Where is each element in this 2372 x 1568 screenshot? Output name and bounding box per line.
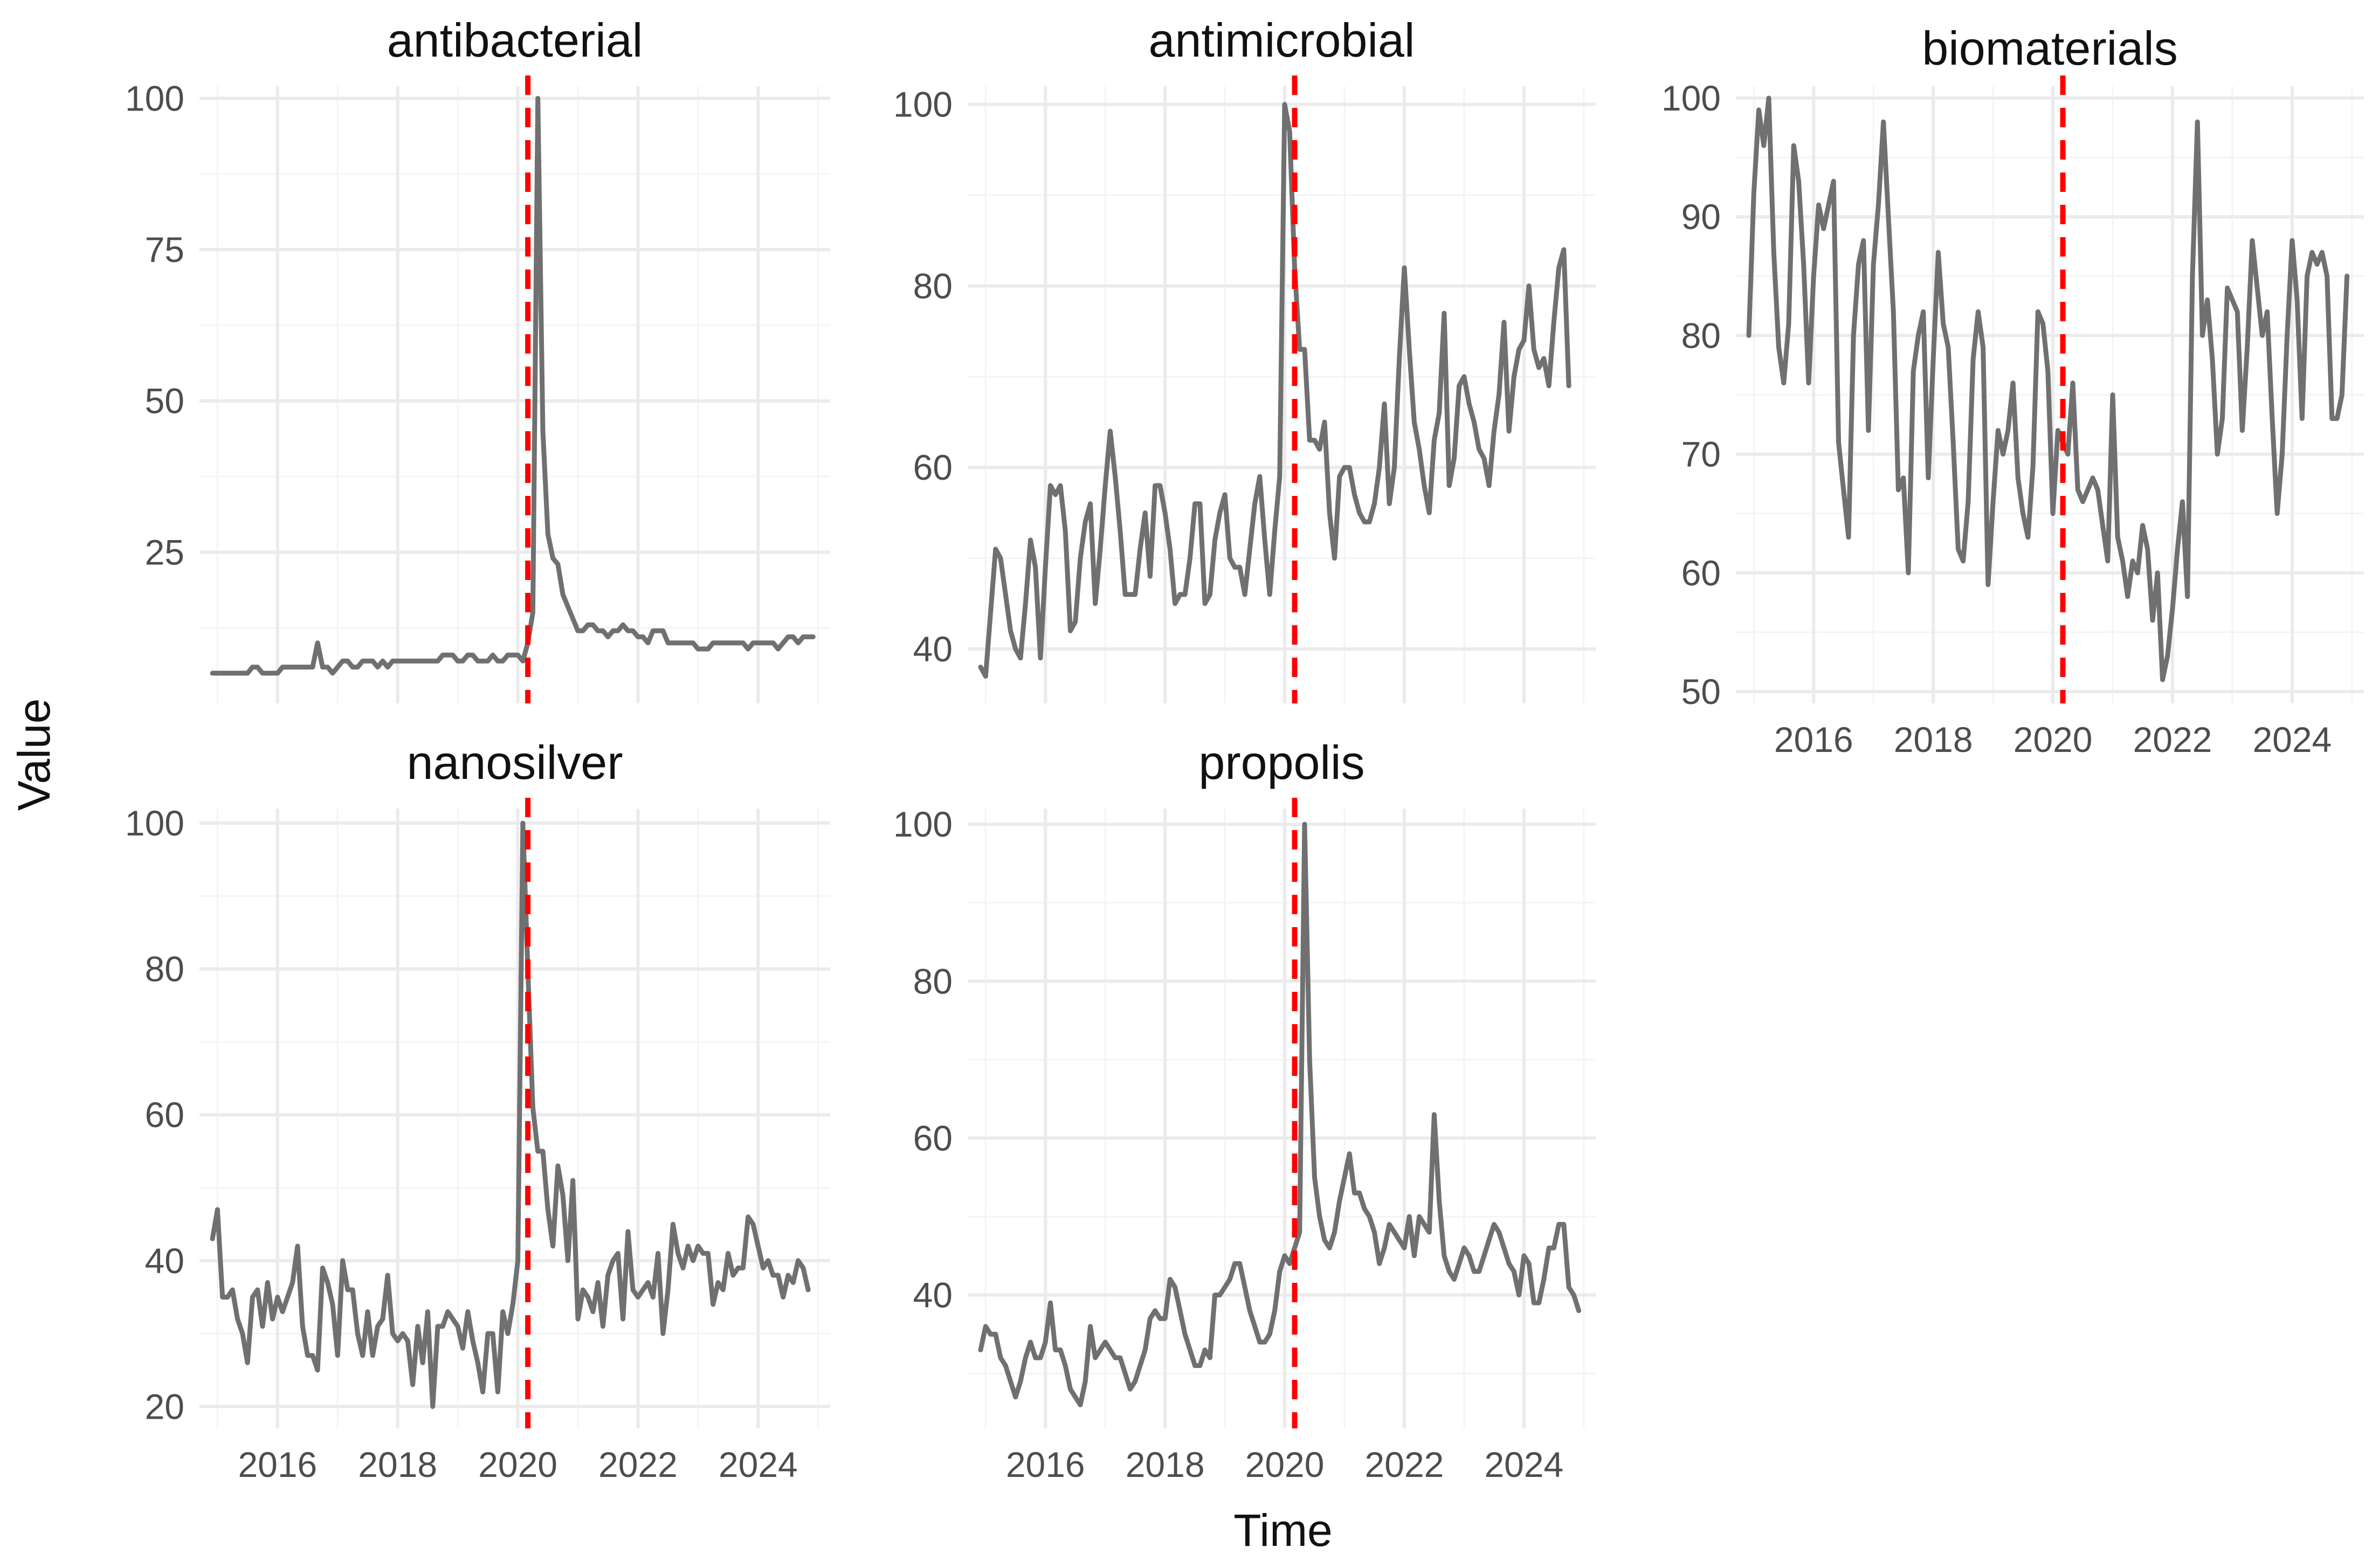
y-tick-label: 75 <box>145 230 184 270</box>
facet-title: biomaterials <box>1922 22 2177 75</box>
y-axis-title: Value <box>9 699 59 811</box>
y-tick-label: 80 <box>1681 315 1721 355</box>
y-tick-label: 40 <box>913 1275 953 1315</box>
x-tick-label: 2016 <box>1774 720 1853 759</box>
facet-panel-antibacterial: 25 50 75 100 antibacterial <box>125 13 830 703</box>
x-tick-label: 2024 <box>1484 1445 1563 1484</box>
y-tick-label: 60 <box>913 447 953 487</box>
x-tick-label: 2016 <box>1006 1445 1085 1484</box>
y-tick-label: 60 <box>913 1118 953 1158</box>
y-tick-label: 20 <box>145 1386 184 1426</box>
x-tick-label: 2018 <box>1126 1445 1205 1484</box>
y-tick-label: 50 <box>145 381 184 421</box>
x-tick-label: 2022 <box>1365 1445 1444 1484</box>
x-tick-label: 2022 <box>598 1445 678 1484</box>
y-tick-label: 60 <box>145 1095 184 1135</box>
facet-title: propolis <box>1198 736 1364 789</box>
y-tick-label: 80 <box>913 266 953 306</box>
facet-title: nanosilver <box>406 736 623 789</box>
y-tick-label: 100 <box>1661 78 1721 118</box>
x-axis-title: Time <box>1233 1505 1333 1556</box>
y-tick-label: 25 <box>145 532 184 572</box>
x-tick-label: 2024 <box>2252 720 2332 759</box>
x-tick-label: 2022 <box>2133 720 2212 759</box>
series-line <box>978 821 1582 1407</box>
series-line <box>210 820 811 1409</box>
y-tick-label: 40 <box>145 1241 184 1281</box>
x-tick-label: 2020 <box>2014 720 2093 759</box>
facet-title: antibacterial <box>387 13 643 67</box>
series-line <box>210 96 816 676</box>
facet-panel-antimicrobial: 40 60 80 100 antimicrobial <box>893 13 1596 703</box>
x-tick-label: 2024 <box>719 1445 798 1484</box>
series-line <box>1746 95 2350 682</box>
x-tick-label: 2018 <box>1894 720 1973 759</box>
y-tick-label: 100 <box>125 78 184 118</box>
facet-panel-biomaterials: 50 60 70 80 90 100 2016 2018 2020 2022 2024 biomate… <box>1661 22 2364 759</box>
y-tick-label: 80 <box>913 961 953 1001</box>
y-tick-label: 100 <box>125 803 184 843</box>
y-tick-label: 100 <box>893 85 953 125</box>
facet-panel-nanosilver: 20 40 60 80 100 2016 2018 2020 2022 2024 nanosilve… <box>125 736 830 1484</box>
x-tick-label: 2018 <box>358 1445 437 1484</box>
x-tick-label: 2016 <box>238 1445 317 1484</box>
y-tick-label: 70 <box>1681 434 1721 474</box>
x-tick-label: 2020 <box>478 1445 557 1484</box>
y-tick-label: 100 <box>893 804 953 844</box>
y-tick-label: 80 <box>145 949 184 989</box>
y-tick-label: 40 <box>913 629 953 669</box>
series-line <box>978 102 1571 679</box>
facet-title: antimicrobial <box>1149 13 1415 67</box>
y-tick-label: 60 <box>1681 553 1721 593</box>
x-tick-label: 2020 <box>1245 1445 1325 1484</box>
y-tick-label: 50 <box>1681 672 1721 712</box>
facet-panel-propolis: 40 60 80 100 2016 2018 2020 2022 2024 propolis <box>893 736 1596 1484</box>
y-tick-label: 90 <box>1681 197 1721 237</box>
